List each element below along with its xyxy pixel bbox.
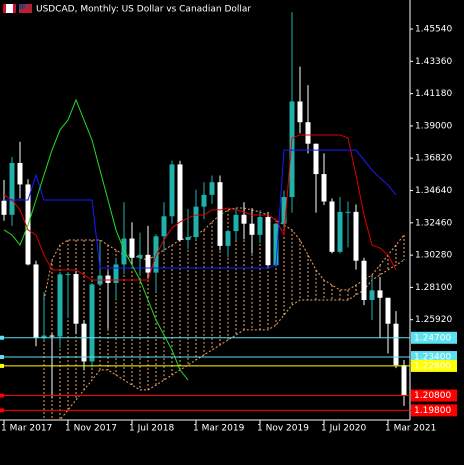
level-marker xyxy=(0,393,4,398)
flag-us-canton xyxy=(19,4,25,9)
x-tick-label: 1 Mar 2021 xyxy=(385,424,436,434)
level-label-box xyxy=(411,389,457,402)
x-tick-label: 1 Mar 2017 xyxy=(1,424,52,434)
level-marker xyxy=(0,335,4,340)
level-label-box xyxy=(411,404,457,417)
indicator-line xyxy=(3,98,189,381)
x-tick-label: 1 Mar 2019 xyxy=(193,424,245,434)
candle-body xyxy=(89,284,95,362)
chart-title: USDCAD, Monthly: US Dollar vs Canadian D… xyxy=(36,5,251,15)
plot-area xyxy=(1,12,407,420)
candle-body xyxy=(337,211,343,252)
y-tick-label: 1.45540 xyxy=(415,25,452,35)
candle-body xyxy=(81,323,87,362)
x-tick-label: 1 Nov 2017 xyxy=(65,424,117,434)
y-tick-label: 1.30280 xyxy=(415,251,452,261)
candle-body xyxy=(217,182,223,246)
y-tick-label: 1.28100 xyxy=(415,283,452,293)
candle-body xyxy=(313,143,319,175)
candle-body xyxy=(33,264,39,338)
candle-body xyxy=(73,274,79,324)
candle-body xyxy=(65,274,71,276)
candle-body xyxy=(377,290,383,298)
y-tick-label: 1.36820 xyxy=(415,154,452,164)
candle-body xyxy=(297,101,303,123)
x-tick-label: 1 Jul 2020 xyxy=(321,424,366,434)
y-tick-label: 1.43360 xyxy=(415,57,452,67)
flag-ca-center xyxy=(6,4,13,13)
level-label: 1.20800 xyxy=(414,391,451,401)
candle-body xyxy=(209,182,215,195)
axes: 1.45540 1.43360 1.41180 1.39000 1.36820 1.346… xyxy=(1,25,452,434)
candle-body xyxy=(329,201,335,252)
candle-body xyxy=(193,206,199,238)
candle-body xyxy=(185,237,191,240)
candle-body xyxy=(233,214,239,232)
candle-body xyxy=(369,290,375,300)
y-tick-label: 1.25920 xyxy=(415,315,452,325)
candle-body xyxy=(305,122,311,144)
candle-body xyxy=(249,223,255,235)
flag-us xyxy=(19,4,32,13)
candle-body xyxy=(49,335,55,337)
candle-body xyxy=(361,260,367,300)
cloud-edge xyxy=(59,259,405,420)
indicator-line xyxy=(4,149,397,269)
level-label: 1.19800 xyxy=(414,406,451,416)
candle-body xyxy=(225,231,231,246)
level-label: 1.22800 xyxy=(414,361,451,371)
candle-body xyxy=(281,197,287,224)
candle-body xyxy=(289,101,295,198)
level-marker xyxy=(0,408,4,413)
y-tick-label: 1.32460 xyxy=(415,218,452,228)
candle-body xyxy=(393,323,399,366)
candle-body xyxy=(113,264,119,283)
indicator-line xyxy=(3,134,397,281)
candle-body xyxy=(241,214,247,224)
candle-body xyxy=(201,194,207,207)
x-tick-label: 1 Jul 2018 xyxy=(129,424,174,434)
candle-body xyxy=(137,254,143,258)
candle-body xyxy=(385,297,391,324)
x-tick-label: 1 Nov 2019 xyxy=(257,424,309,434)
candle-body xyxy=(353,211,359,261)
candle-body xyxy=(273,223,279,266)
candle-body xyxy=(265,217,271,266)
level-label: 1.24700 xyxy=(414,333,451,343)
level-marker xyxy=(0,355,4,360)
candle-body xyxy=(177,164,183,240)
candle-body xyxy=(17,162,23,185)
candle-body xyxy=(401,365,407,396)
candle-body xyxy=(121,238,127,265)
candle-body xyxy=(129,238,135,258)
candle-body xyxy=(145,254,151,273)
candle-body xyxy=(1,200,7,215)
level-label-box xyxy=(411,359,457,372)
y-tick-label: 1.34640 xyxy=(415,186,452,196)
symbol-icons xyxy=(3,4,32,13)
candle-body xyxy=(257,217,263,235)
y-tick-label: 1.41180 xyxy=(415,89,452,99)
candle-body xyxy=(105,275,111,283)
level-label: 1.23400 xyxy=(414,353,451,363)
level-marker xyxy=(0,363,4,368)
candle-body xyxy=(41,335,47,338)
candle-body xyxy=(9,162,15,215)
candle-body xyxy=(161,216,167,237)
candle-body xyxy=(57,274,63,337)
y-tick-label: 1.39000 xyxy=(415,121,452,131)
candle-body xyxy=(345,211,351,213)
candle-body xyxy=(321,174,327,202)
level-label-box xyxy=(411,331,457,344)
candle-body xyxy=(169,164,175,217)
